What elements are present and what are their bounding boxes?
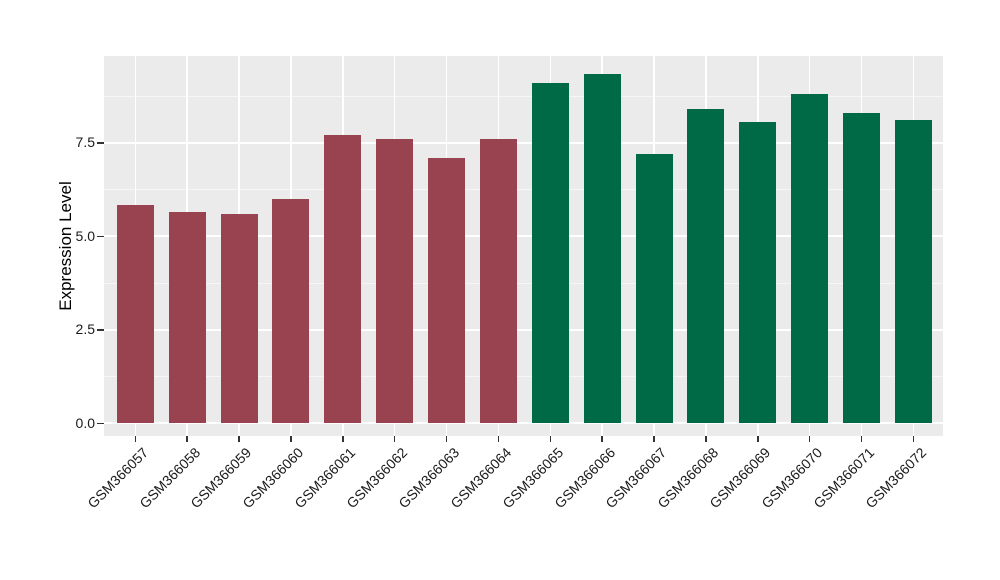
bar-GSM366067 [635,154,673,424]
y-tick-label: 0.0 [75,414,95,431]
gridline-minor [104,282,943,284]
x-tick-mark [238,436,240,442]
gridline-major [104,422,943,425]
gridline-minor [104,95,943,97]
x-tick-mark [601,436,603,442]
x-tick-mark [757,436,759,442]
bar-GSM366059 [220,213,258,424]
bar-GSM366065 [531,83,569,424]
x-tick-mark [808,436,811,442]
gridline-major [104,328,943,331]
gridline-major [104,141,943,144]
gridline-major [104,235,943,238]
x-tick-mark [497,436,500,442]
gridline-minor [104,189,943,191]
bar-GSM366072 [894,120,932,424]
bar-GSM366071 [843,112,881,424]
x-tick-mark [186,436,188,442]
x-tick-mark [860,436,863,442]
plot-panel [104,56,943,436]
bar-GSM366069 [739,122,777,424]
bar-GSM366068 [687,109,725,424]
x-tick-mark [912,436,915,442]
x-tick-mark [653,436,655,442]
bar-GSM366064 [479,139,517,424]
y-tick-mark [97,142,104,144]
x-tick-mark [549,436,552,442]
y-tick-mark [97,235,104,238]
y-tick-label: 7.5 [75,134,95,151]
bar-GSM366061 [324,135,362,424]
bar-GSM366062 [376,139,414,424]
y-tick-mark [97,422,104,425]
y-tick-label: 2.5 [75,321,95,338]
x-tick-mark [134,436,137,442]
y-tick-mark [97,329,104,331]
x-tick-mark [342,436,344,442]
x-tick-mark [705,436,707,442]
x-tick-mark [290,436,292,442]
y-tick-label: 5.0 [75,227,95,244]
x-tick-mark [445,436,448,442]
bar-GSM366063 [428,157,466,424]
x-tick-mark [393,436,396,442]
bar-GSM366058 [168,212,206,424]
bar-GSM366060 [272,199,310,424]
gridline-minor [104,376,943,378]
bar-GSM366057 [116,204,154,424]
y-axis-title: Expression Level [56,181,75,311]
bar-GSM366070 [791,94,829,424]
bar-GSM366066 [583,73,621,424]
